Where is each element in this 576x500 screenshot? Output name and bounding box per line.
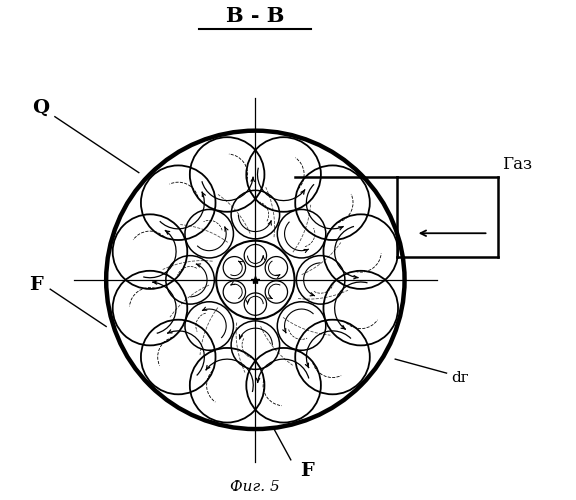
Text: F: F	[300, 462, 313, 480]
Text: Фиг. 5: Фиг. 5	[230, 480, 281, 494]
Text: dг: dг	[451, 371, 469, 385]
Text: В - В: В - В	[226, 6, 285, 26]
Text: Газ: Газ	[502, 156, 533, 172]
Text: F: F	[29, 276, 43, 293]
Text: Q: Q	[32, 98, 50, 116]
